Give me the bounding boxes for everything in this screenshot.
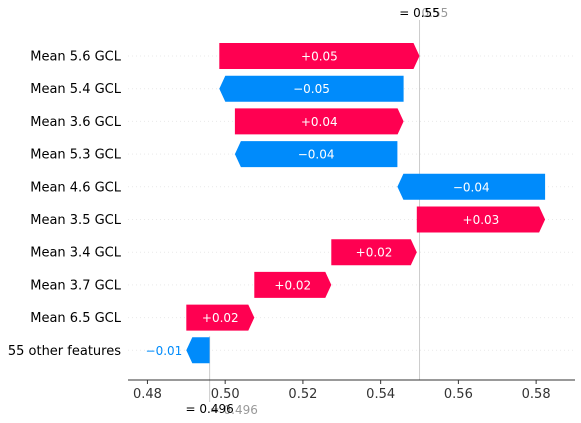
bar-value-label: −0.04: [453, 180, 490, 194]
positive-contribution-bar: [254, 271, 332, 298]
feature-label: 55 other features: [8, 344, 121, 359]
feature-bars: +0.05 −0.05 +0.04 −0.04 −0.04 +0.03 +0.02 +0.02…: [146, 43, 546, 364]
positive-contribution-bar: [416, 206, 546, 233]
feature-label: Mean 3.6 GCL: [30, 115, 122, 130]
feature-label: Mean 3.7 GCL: [30, 278, 122, 293]
x-tick-label: 0.54: [366, 387, 395, 402]
positive-contribution-bar: [186, 304, 255, 331]
feature-label: Mean 3.4 GCL: [30, 246, 122, 261]
x-axis: 0.48 0.50 0.52 0.54 0.56 0.58: [128, 379, 575, 402]
base-value-ghost-label: = 0.496: [210, 403, 258, 417]
bar-value-label: −0.04: [298, 148, 335, 162]
x-tick-label: 0.58: [522, 387, 551, 402]
bar-value-label: −0.01: [146, 344, 183, 358]
bar-value-label: +0.02: [274, 278, 311, 292]
positive-contribution-bar: [234, 108, 404, 135]
bar-value-label: +0.02: [202, 311, 239, 325]
bar-value-label: +0.02: [356, 246, 393, 260]
feature-label: Mean 5.4 GCL: [30, 82, 122, 97]
positive-contribution-bar: [219, 43, 420, 69]
x-tick-label: 0.48: [133, 387, 162, 402]
negative-contribution-bar: [234, 141, 398, 168]
reference-lines: [209, 20, 421, 402]
x-tick-label: 0.56: [444, 387, 473, 402]
output-value-label: = 0.55: [399, 6, 440, 20]
bar-value-label: +0.03: [463, 213, 500, 227]
x-tick-label: 0.50: [211, 387, 240, 402]
bar-value-label: −0.05: [293, 82, 330, 96]
bar-value-label: +0.04: [301, 115, 338, 129]
x-tick-label: 0.52: [288, 387, 317, 402]
negative-contribution-bar: [186, 337, 210, 364]
value-annotations: 0.55 = 0.55 = 0.496 = 0.496: [186, 6, 449, 417]
feature-label: Mean 4.6 GCL: [30, 180, 122, 195]
bar-value-label: +0.05: [301, 50, 338, 64]
positive-contribution-bar: [331, 239, 417, 266]
feature-label: Mean 6.5 GCL: [30, 311, 122, 326]
feature-label: Mean 5.6 GCL: [30, 50, 122, 65]
negative-contribution-bar: [397, 173, 546, 200]
negative-contribution-bar: [219, 75, 404, 102]
base-value-label: = 0.496: [186, 402, 234, 416]
feature-labels: Mean 5.6 GCL Mean 5.4 GCL Mean 3.6 GCL Mean…: [8, 50, 122, 359]
output-value-ghost-label: 0.55: [422, 6, 449, 20]
feature-label: Mean 5.3 GCL: [30, 148, 122, 163]
feature-label: Mean 3.5 GCL: [30, 213, 122, 228]
